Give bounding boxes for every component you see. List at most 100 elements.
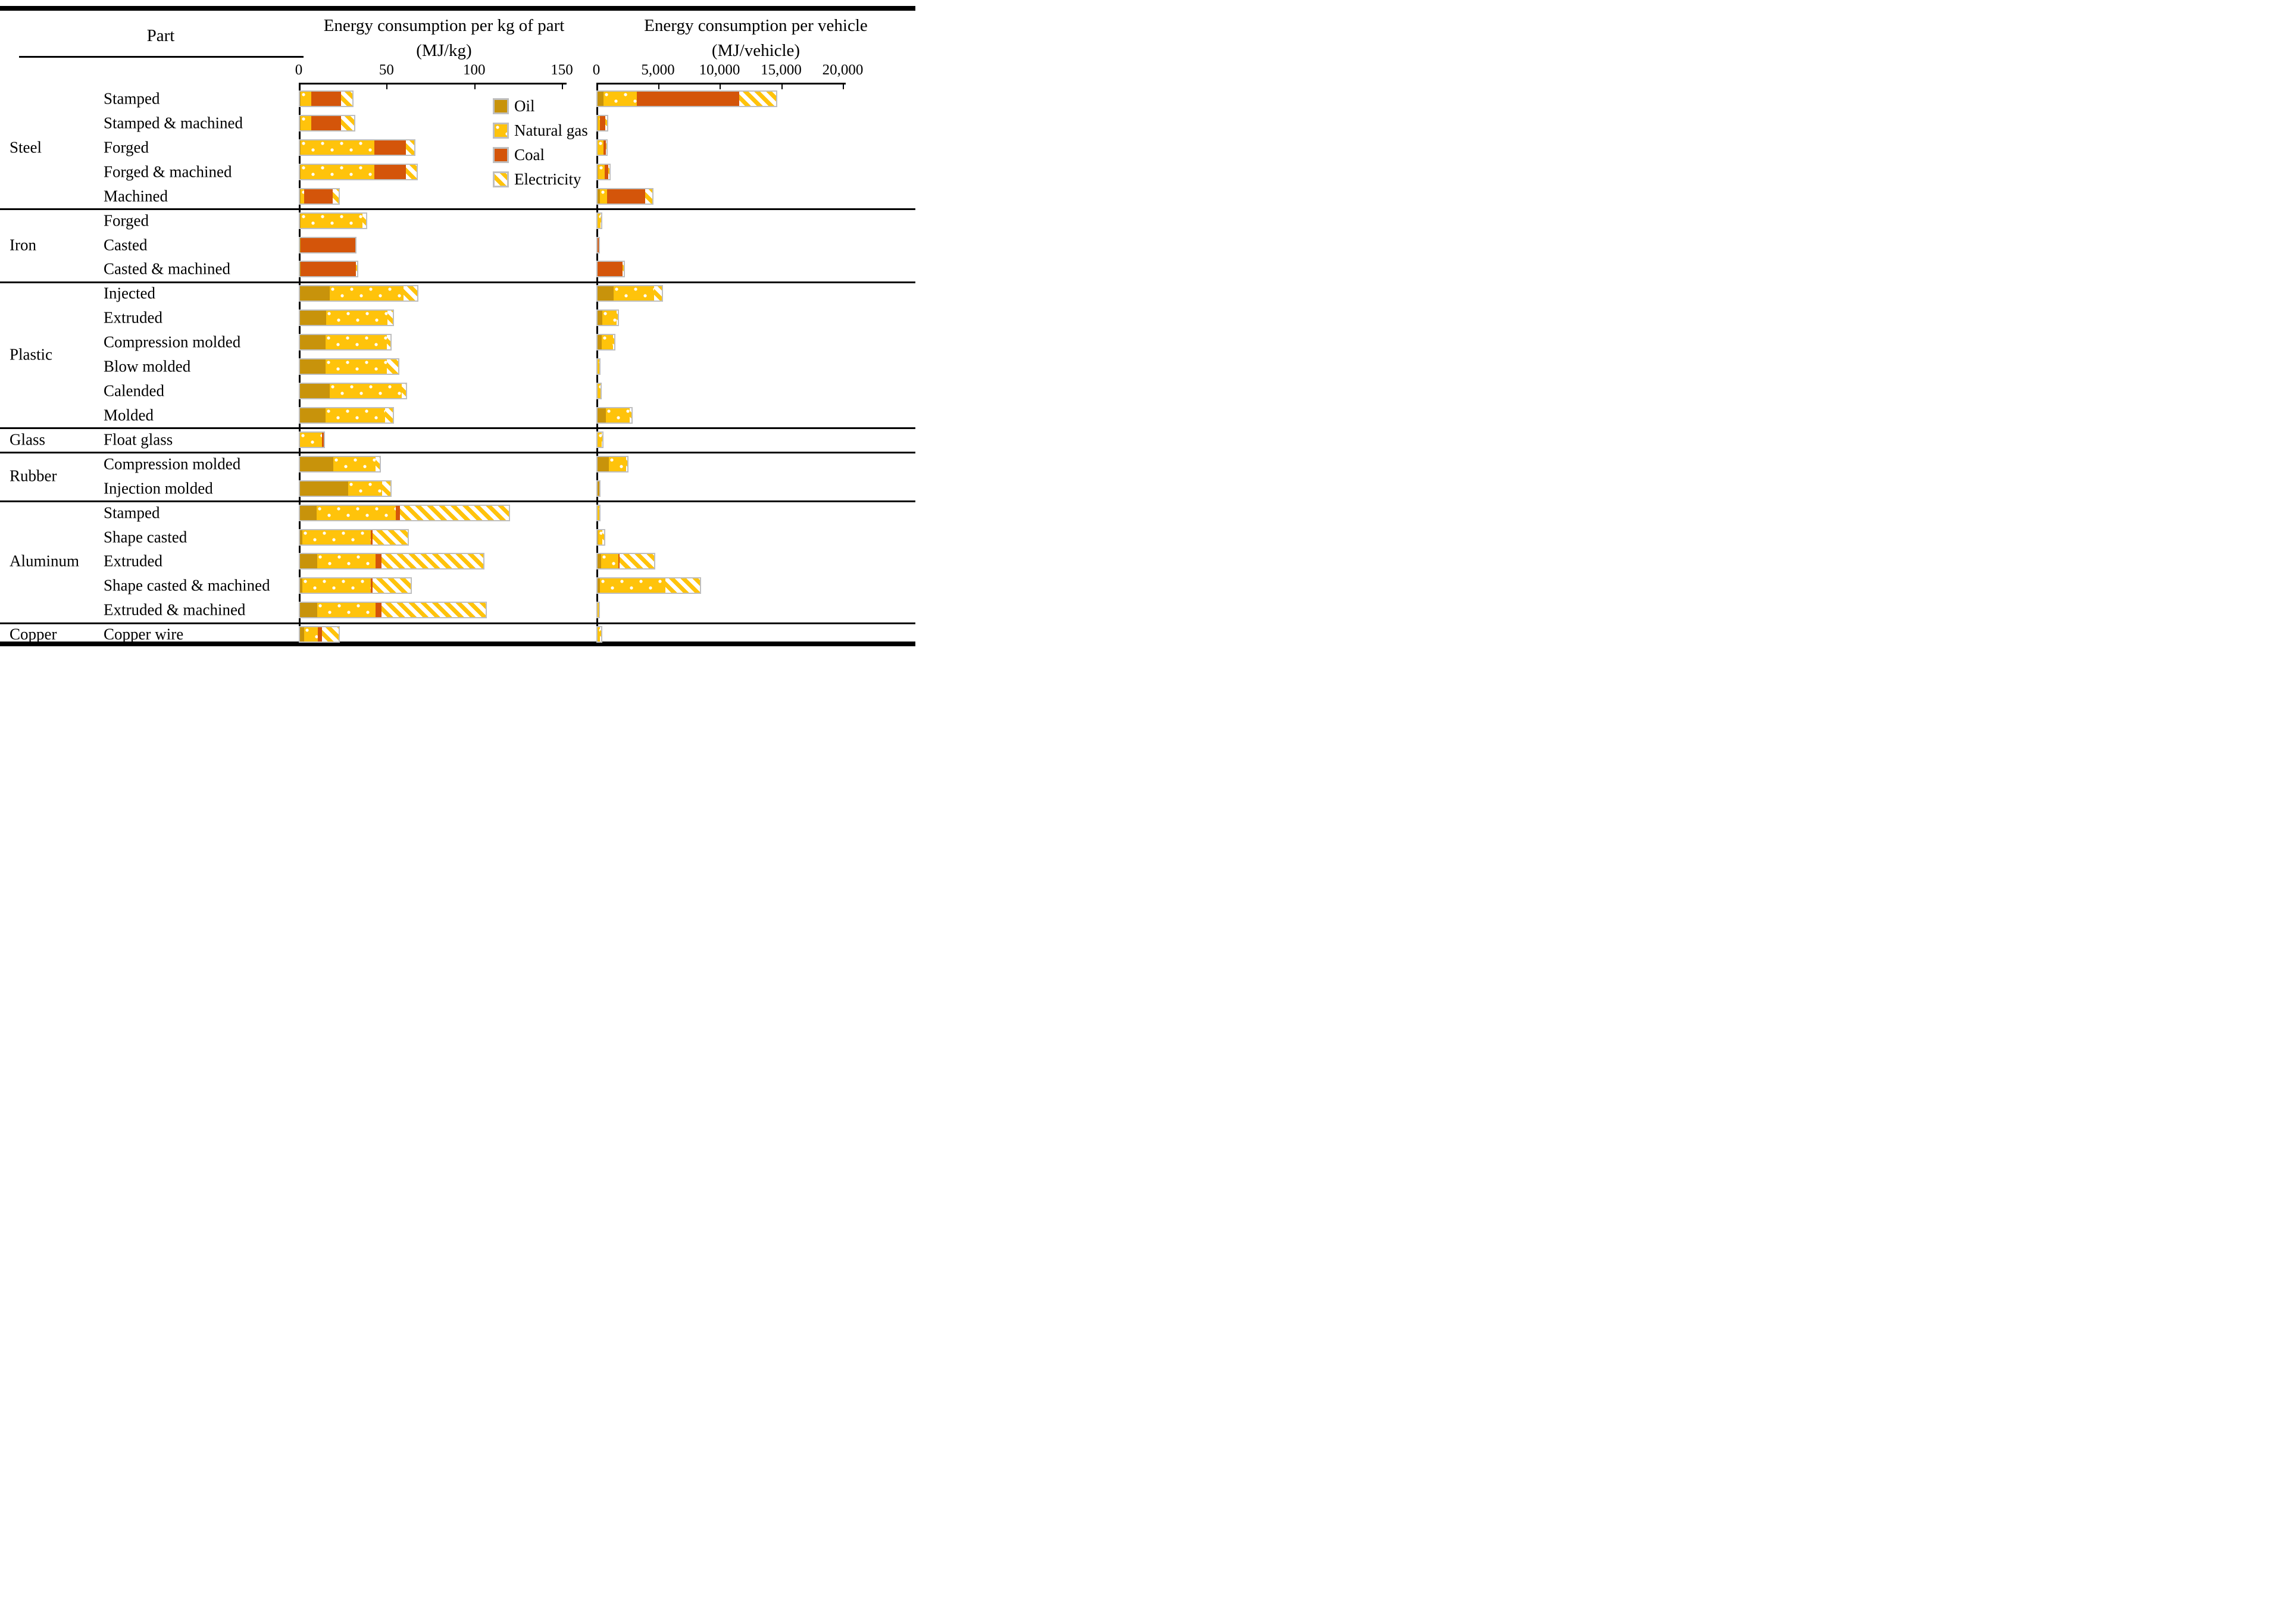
bar-segment-elec [406, 140, 414, 155]
bar-segment-gas [326, 311, 388, 326]
kg-chart-title-line1: Energy consumption per kg of part [323, 16, 565, 35]
row-label-process: Machined [104, 187, 168, 205]
kg-bar-extruded [299, 553, 484, 570]
bar-segment-oil [300, 603, 318, 618]
legend-item-coal: Coal [493, 143, 588, 167]
bar-segment-oil [300, 286, 330, 301]
row-label-process: Extruded [104, 308, 162, 327]
bar-segment-oil [598, 286, 614, 301]
bar-segment-gas [301, 213, 362, 228]
bar-segment-coal [618, 554, 620, 569]
bar-segment-gas [598, 140, 604, 155]
veh-bar-machined [596, 187, 654, 205]
bar-segment-elec [654, 286, 662, 301]
bar-segment-coal [374, 140, 406, 155]
table-top-border [0, 6, 915, 11]
group-divider [0, 281, 915, 283]
bar-segment-gas [330, 286, 404, 301]
bar-segment-elec [373, 530, 408, 545]
bar-segment-elec [645, 189, 653, 204]
kg-axis-tick [562, 84, 564, 89]
vehicle-chart-title: Energy consumption per vehicle (MJ/vehic… [644, 13, 868, 63]
kg-bar-forged [299, 139, 415, 156]
veh-bar-forged-machined [596, 163, 611, 180]
veh-axis-top-line [596, 83, 846, 85]
row-label-process: Injection molded [104, 479, 213, 497]
bar-segment-gas [317, 603, 376, 618]
bar-segment-oil [300, 164, 301, 179]
veh-bar-forged [596, 139, 608, 156]
bar-segment-gas [606, 408, 630, 423]
row-label-process: Blow molded [104, 357, 191, 376]
group-divider [0, 427, 915, 430]
material-label-iron: Iron [10, 236, 36, 254]
kg-bar-blow-molded [299, 358, 399, 376]
bar-segment-coal [395, 505, 400, 520]
veh-bar-stamped [596, 90, 778, 107]
oil-swatch-icon [493, 98, 509, 114]
veh-bar-compression-molded [596, 455, 628, 473]
bar-segment-elec [373, 578, 411, 593]
bar-segment-coal [605, 164, 608, 179]
coal-swatch-icon [493, 147, 509, 163]
legend-label-natural-gas: Natural gas [514, 121, 588, 139]
veh-bar-stamped-machined [596, 114, 608, 132]
bar-segment-oil [598, 92, 604, 106]
veh-bar-calended [596, 383, 602, 400]
bar-segment-elec [626, 456, 627, 471]
veh-bar-injection-molded [596, 480, 601, 497]
bar-segment-oil [598, 408, 606, 423]
kg-axis-tick-label: 100 [462, 62, 486, 78]
bar-segment-gas [598, 432, 602, 447]
kg-bar-stamped-machined [299, 114, 356, 132]
bar-segment-elec [599, 627, 601, 642]
bar-segment-elec [382, 554, 483, 569]
kg-bar-molded [299, 406, 395, 424]
bar-segment-elec [629, 408, 631, 423]
bar-segment-oil [598, 456, 609, 471]
bar-segment-elec [406, 164, 417, 179]
kg-axis-tick [386, 84, 388, 89]
bar-segment-oil [300, 140, 301, 155]
veh-bar-shape-casted [596, 528, 606, 546]
veh-axis-tick-label: 0 [592, 62, 601, 78]
bar-segment-oil [300, 213, 301, 228]
electricity-swatch-icon [493, 171, 509, 187]
legend-label-electricity: Electricity [514, 170, 581, 188]
bar-segment-oil [300, 578, 303, 593]
bar-segment-gas [301, 140, 375, 155]
bar-segment-gas [602, 335, 613, 350]
veh-bar-casted [596, 236, 601, 254]
veh-axis-tick [658, 84, 659, 89]
kg-bar-float-glass [299, 431, 325, 448]
bar-segment-oil [300, 554, 318, 569]
row-label-process: Molded [104, 406, 154, 424]
kg-bar-shape-casted-machined [299, 577, 412, 594]
kg-bar-forged [299, 212, 367, 229]
row-label-process: Compression molded [104, 333, 241, 351]
bar-segment-gas [325, 408, 385, 423]
bar-segment-coal [304, 189, 333, 204]
bar-segment-oil [300, 311, 327, 326]
row-label-process: Stamped [104, 503, 160, 522]
bar-segment-coal [318, 627, 323, 642]
bar-segment-coal [311, 115, 342, 130]
table-bottom-border [0, 642, 915, 646]
veh-axis-tick [596, 84, 598, 89]
legend-label-oil: Oil [514, 97, 535, 115]
kg-bar-machined [299, 187, 340, 205]
kg-bar-forged-machined [299, 163, 418, 180]
kg-bar-calended [299, 383, 408, 400]
row-label-process: Extruded & machined [104, 600, 246, 619]
bar-segment-elec [620, 554, 655, 569]
bar-segment-gas [603, 92, 637, 106]
bar-segment-elec [399, 505, 509, 520]
bar-segment-gas [330, 384, 402, 399]
bar-segment-coal [375, 554, 382, 569]
bar-segment-elec [382, 603, 486, 618]
row-label-process: Forged [104, 138, 149, 157]
kg-axis-tick [474, 84, 476, 89]
bar-segment-oil [598, 481, 600, 496]
bar-segment-oil [300, 530, 303, 545]
kg-bar-extruded [299, 309, 395, 327]
